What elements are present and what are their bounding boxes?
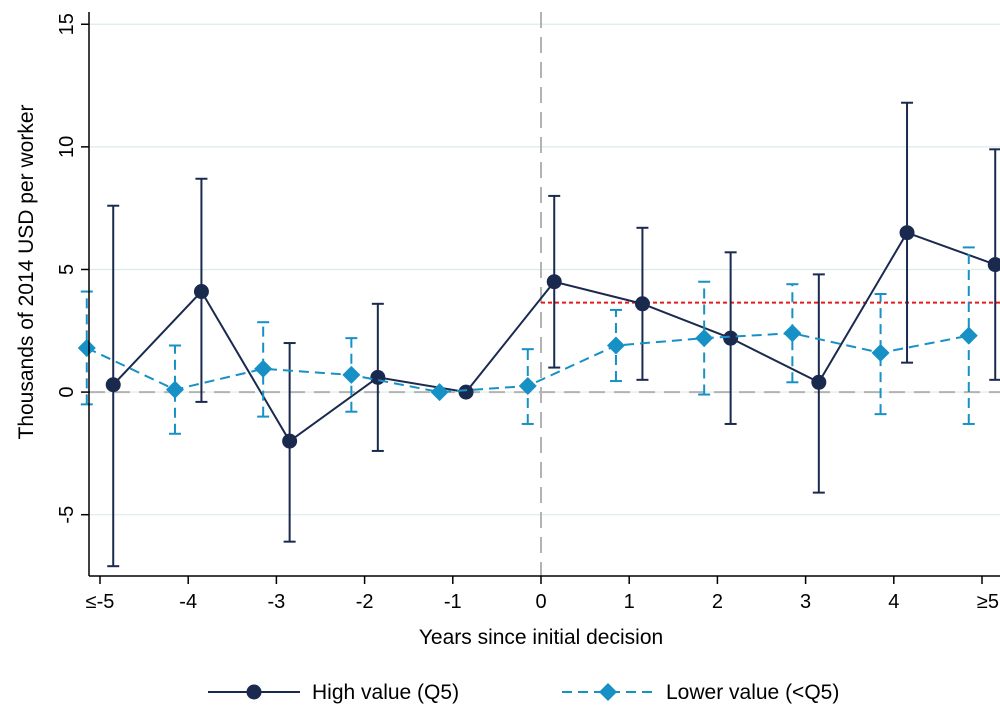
point-s1-9 [871,343,890,362]
point-s0-6 [634,296,650,312]
point-s0-5 [546,274,562,290]
x-tick-label-10: ≥5 [977,591,999,613]
point-s1-4 [430,383,449,402]
point-s1-10 [959,326,978,345]
point-s1-7 [695,329,714,348]
legend-marker-lower-value [599,683,617,701]
x-tick-label-3: -2 [356,591,374,613]
x-axis-title: Years since initial decision [419,626,663,649]
x-tick-label-4: -1 [444,591,462,613]
series-0 [105,101,1000,568]
y-tick-label-5: 5 [56,264,78,275]
point-s1-2 [254,359,273,378]
grid-lines [89,23,1000,516]
x-tick-label-7: 2 [712,591,723,613]
legend-label-lower-value: Lower value (<Q5) [666,681,839,704]
y-tick-label-10: 10 [56,136,78,158]
legend-item-high-value: High value (Q5) [208,681,459,704]
legend-item-lower-value: Lower value (<Q5) [562,681,839,704]
y-tick-label--5: -5 [56,506,78,524]
x-tick-label-1: -4 [179,591,197,613]
point-s0-7 [723,330,739,346]
point-s1-6 [606,336,625,355]
point-s1-3 [342,365,361,384]
y-axis-title: Thousands of 2014 USD per worker [15,104,38,439]
x-tick-label-8: 3 [800,591,811,613]
series-1 [77,246,978,435]
point-s0-2 [282,433,298,449]
series-layer [77,101,1000,568]
point-s0-8 [811,374,827,390]
point-s0-0 [105,377,121,393]
axes: -5 0 5 10 15 ≤-5 -4 -3 -2 -1 0 1 2 3 4 ≥5 [56,12,1000,613]
legend-label-high-value: High value (Q5) [312,681,459,704]
point-s0-4 [458,384,474,400]
point-s1-1 [165,380,184,399]
reference-lines [89,12,1000,576]
point-s0-1 [193,284,209,300]
y-tick-label-0: 0 [56,387,78,398]
point-s0-10 [987,257,1000,273]
point-s1-8 [783,324,802,343]
point-s1-0 [77,338,96,357]
x-tick-label-5: 0 [535,591,546,613]
x-tick-label-2: -3 [268,591,286,613]
x-tick-label-0: ≤-5 [86,591,115,613]
x-tick-label-9: 4 [888,591,899,613]
point-s0-9 [899,225,915,241]
legend: High value (Q5) Lower value (<Q5) [208,681,839,704]
point-s0-3 [370,369,386,385]
legend-marker-high-value [246,684,262,700]
point-s1-5 [518,376,537,395]
x-tick-label-6: 1 [624,591,635,613]
y-tick-label-15: 15 [56,13,78,35]
